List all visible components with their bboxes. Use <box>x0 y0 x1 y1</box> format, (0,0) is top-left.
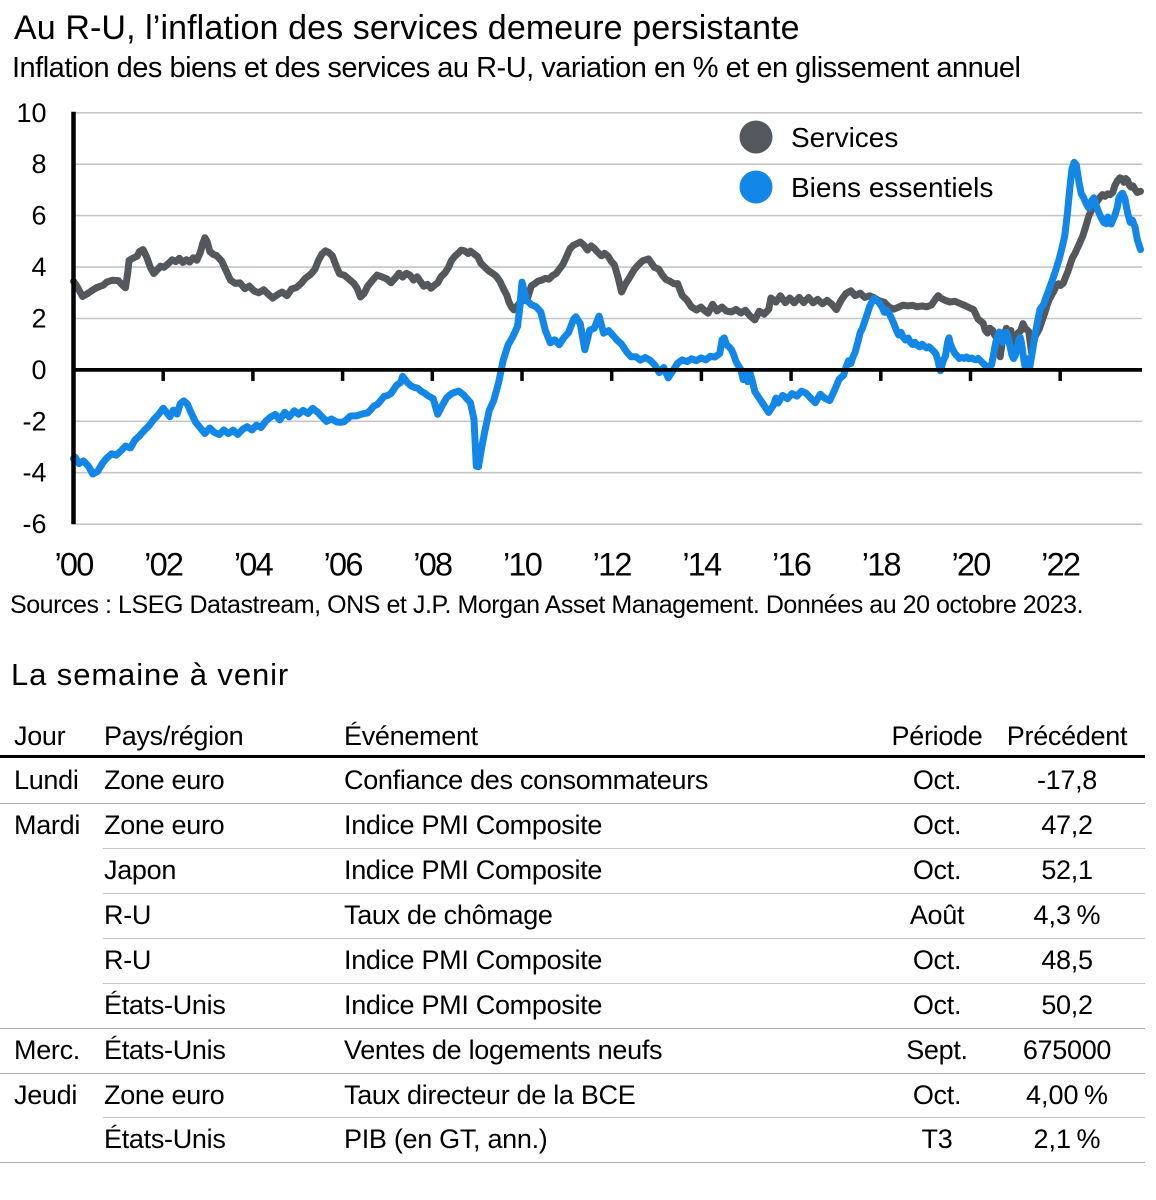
svg-text:’12: ’12 <box>593 547 632 583</box>
svg-text:’02: ’02 <box>144 547 183 583</box>
svg-text:Biens essentiels: Biens essentiels <box>791 172 993 203</box>
svg-text:’08: ’08 <box>413 547 452 583</box>
svg-text:’14: ’14 <box>682 547 722 583</box>
svg-text:’22: ’22 <box>1041 547 1080 583</box>
svg-text:’10: ’10 <box>503 547 542 583</box>
svg-text:’16: ’16 <box>772 547 811 583</box>
svg-text:6: 6 <box>31 201 46 231</box>
svg-text:’04: ’04 <box>234 547 274 583</box>
svg-text:-4: -4 <box>22 458 46 488</box>
svg-text:8: 8 <box>31 149 46 179</box>
svg-text:0: 0 <box>31 355 46 385</box>
svg-text:’20: ’20 <box>951 547 990 583</box>
svg-text:-2: -2 <box>22 406 46 436</box>
svg-text:’18: ’18 <box>862 547 901 583</box>
svg-text:-6: -6 <box>22 509 46 539</box>
svg-text:4: 4 <box>31 252 46 282</box>
svg-text:10: 10 <box>16 98 46 128</box>
svg-text:’00: ’00 <box>54 547 93 583</box>
svg-text:2: 2 <box>31 304 46 334</box>
svg-text:’06: ’06 <box>324 547 363 583</box>
svg-text:Services: Services <box>791 122 898 153</box>
